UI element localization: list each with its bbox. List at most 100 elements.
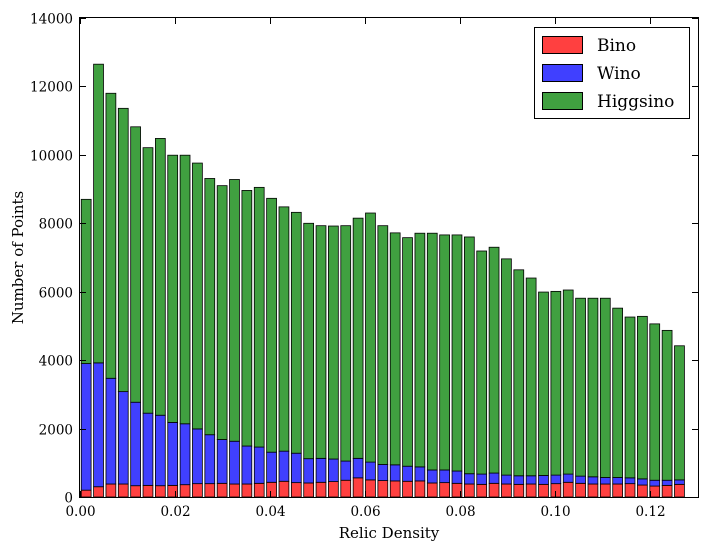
bar-wino-21 [340,460,352,481]
bar-bino-20 [328,481,339,498]
bar-bino-32 [476,483,488,498]
x-axis-title: Relic Density [339,524,440,542]
bar-higgsino-43 [612,307,624,478]
bar-bino-5 [142,484,154,498]
bar-bino-45 [637,484,648,498]
bar-bino-17 [290,482,302,498]
bar-higgsino-33 [488,246,500,474]
legend-label-wino: Wino [597,64,641,84]
bar-bino-6 [154,485,166,498]
bar-higgsino-18 [303,222,315,460]
bar-bino-31 [463,483,475,498]
bar-higgsino-45 [637,315,648,480]
bar-higgsino-29 [439,234,450,471]
x-tick-label: 0.08 [445,504,475,520]
bar-bino-2 [105,483,117,498]
bar-higgsino-28 [426,232,438,471]
bar-bino-22 [352,477,364,498]
bar-bino-21 [340,479,352,498]
bar-bino-0 [80,489,92,498]
bar-wino-38 [550,474,562,485]
bar-higgsino-17 [290,211,302,454]
bar-higgsino-35 [513,269,525,477]
bar-higgsino-42 [599,297,611,478]
bar-higgsino-1 [93,63,104,364]
bar-higgsino-5 [142,147,154,414]
bar-bino-18 [303,482,315,498]
bar-wino-31 [463,473,475,485]
legend-label-bino: Bino [597,36,636,56]
bar-higgsino-11 [216,185,228,440]
bar-bino-39 [562,481,574,498]
bar-bino-35 [513,483,525,498]
bar-bino-34 [501,483,512,498]
bar-bino-37 [538,483,549,498]
bar-wino-35 [513,475,525,485]
bar-wino-19 [315,457,327,483]
bar-bino-7 [167,484,179,498]
y-tick-label: 2000 [39,423,73,439]
bar-higgsino-31 [463,236,475,475]
bar-wino-42 [599,477,611,485]
bar-wino-45 [637,478,648,486]
bar-higgsino-15 [266,197,277,453]
bar-higgsino-2 [105,92,117,379]
y-tick-label: 6000 [39,286,73,302]
bar-wino-39 [562,473,574,483]
bar-higgsino-36 [525,277,537,477]
bar-wino-46 [649,479,661,487]
bar-higgsino-26 [402,237,413,467]
bar-wino-24 [377,464,389,481]
bar-higgsino-25 [389,232,401,466]
bar-higgsino-24 [377,225,389,465]
bar-bino-40 [575,482,586,498]
bar-wino-44 [624,477,636,485]
bar-wino-6 [154,414,166,487]
bar-wino-47 [661,479,673,486]
legend: Bino Wino Higgsino [534,27,690,119]
bar-bino-46 [649,485,661,498]
bar-wino-25 [389,464,401,482]
ticks-layer: 0.00 0.02 0.04 0.06 0.08 0.10 0.12 0 2000 4000 600… [30,12,698,520]
bar-higgsino-4 [130,126,141,403]
bar-bino-16 [278,480,290,498]
x-tick-label: 0.12 [635,504,665,520]
bar-higgsino-12 [229,179,240,442]
bar-higgsino-13 [241,190,253,447]
bar-higgsino-14 [253,186,265,448]
bar-wino-18 [303,458,315,484]
bar-higgsino-44 [624,316,636,479]
bar-wino-27 [414,466,426,482]
bar-higgsino-48 [674,345,685,481]
y-axis-title: Number of Points [9,191,27,324]
bar-bino-4 [130,485,141,498]
bar-higgsino-3 [117,107,129,393]
bar-wino-22 [352,457,364,479]
bar-wino-10 [204,434,216,485]
bar-higgsino-20 [328,225,339,460]
bar-higgsino-23 [365,212,376,463]
bar-wino-37 [538,475,549,485]
bar-wino-9 [192,428,203,485]
bar-wino-41 [587,476,599,485]
bar-higgsino-10 [204,178,216,436]
bar-higgsino-7 [167,154,179,423]
bar-higgsino-41 [587,297,599,478]
legend-swatch-bino [542,36,583,54]
bar-wino-8 [179,423,191,486]
legend-label-higgsino: Higgsino [597,92,674,112]
y-tick-label: 8000 [39,217,73,233]
y-tick-label: 0 [64,491,73,507]
bar-higgsino-47 [661,329,673,481]
bar-bino-13 [241,483,253,498]
bar-wino-32 [476,473,488,485]
bar-higgsino-37 [538,291,549,476]
bar-wino-30 [451,470,463,484]
bar-higgsino-8 [179,154,191,425]
bar-higgsino-40 [575,297,586,477]
bar-bino-42 [599,483,611,498]
bar-wino-11 [216,439,228,484]
bar-bino-11 [216,482,228,498]
bar-higgsino-38 [550,290,562,476]
